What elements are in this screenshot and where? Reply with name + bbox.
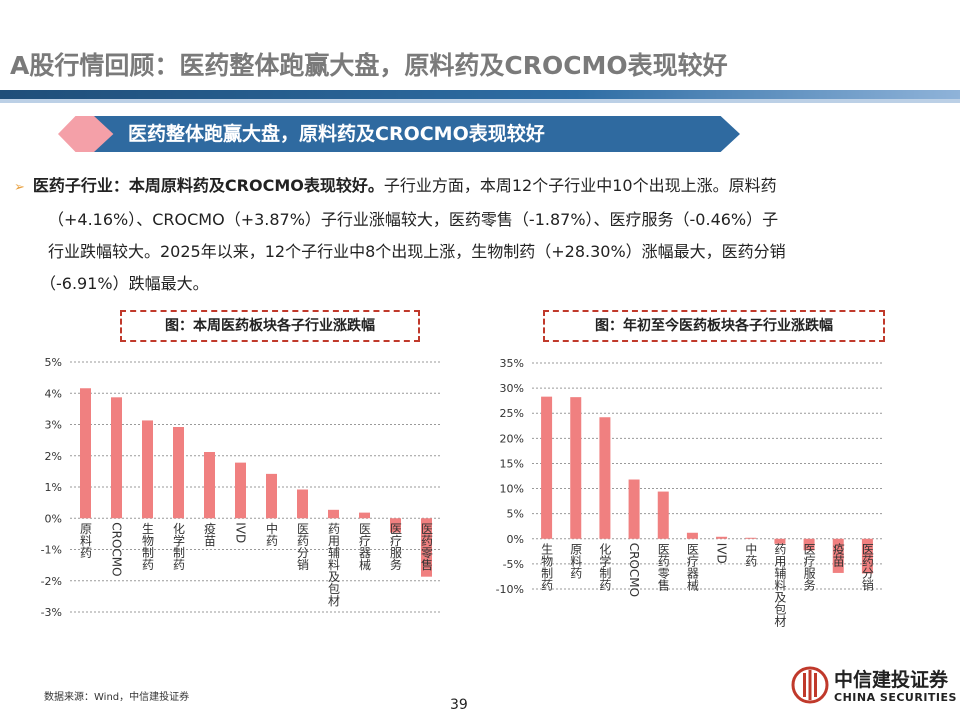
bar — [235, 462, 246, 519]
bar — [173, 427, 184, 519]
x-category-label: CROCMO — [110, 522, 124, 576]
x-category-label: 原料药 — [569, 543, 583, 579]
y-tick-label: 4% — [45, 387, 62, 400]
x-category-label: IVD — [234, 522, 248, 543]
banner-title: 医药整体跑赢大盘，原料药及CROCMO表现较好 — [128, 123, 545, 145]
x-category-label: 医疗器械 — [358, 522, 372, 570]
y-tick-label: 5% — [507, 508, 524, 521]
y-tick-label: 2% — [45, 450, 62, 463]
x-category-label: 医药零售 — [656, 543, 670, 591]
data-source: 数据来源：Wind，中信建投证券 — [44, 692, 190, 703]
x-category-label: 中药 — [265, 521, 279, 546]
page-number: 39 — [450, 697, 468, 713]
y-tick-label: 15% — [500, 457, 524, 470]
bar — [390, 518, 401, 533]
bar — [832, 538, 844, 573]
x-category-label: 化学制药 — [598, 542, 612, 590]
bullet-line-3: 行业跌幅较大。2025年以来，12个子行业中8个出现上涨，生物制药（+28.30… — [48, 242, 786, 261]
chart-right: 35% 30% 25% 20% 15% 10% 5% 0% -5% -10% 生物制药 原料药 化学制药… — [496, 357, 882, 627]
bullet-line-1: ➢ 医药子行业：本周原料药及CROCMO表现较好。子行业方面，本周12个子行业中1… — [14, 170, 934, 204]
bar — [111, 397, 122, 519]
y-tick-label: -10% — [496, 583, 524, 596]
x-category-label: 药用辅料及包材 — [327, 522, 341, 606]
y-tick-label: 25% — [500, 407, 524, 420]
bar — [657, 491, 669, 539]
bar — [803, 538, 815, 551]
bar — [716, 536, 728, 539]
bullet-line1-rest: 子行业方面，本周12个子行业中10个出现上涨。原料药 — [383, 176, 777, 195]
x-category-label: 药用辅料及包材 — [773, 542, 787, 626]
page-title: A股行情回顾：医药整体跑赢大盘，原料药及CROCMO表现较好 — [10, 51, 728, 80]
x-category-label: IVD — [715, 543, 729, 564]
bar — [359, 512, 370, 519]
y-tick-label: 5% — [45, 356, 62, 369]
bullet-line-2: （+4.16%）、CROCMO（+3.87%）子行业涨幅较大，医药零售（-1.8… — [48, 210, 779, 229]
bar — [628, 479, 640, 539]
bar — [541, 396, 553, 539]
x-category-label: 医药分销 — [860, 543, 874, 591]
title-rule-light — [0, 99, 960, 103]
x-category-label: 医疗器械 — [685, 543, 699, 591]
x-category-label: 医疗服务 — [389, 522, 403, 570]
bar — [686, 532, 698, 539]
y-tick-label: 35% — [500, 357, 524, 370]
y-tick-label: 10% — [500, 483, 524, 496]
bar — [266, 473, 277, 519]
bullet-line-4: （-6.91%）跌幅最大。 — [40, 274, 209, 293]
bar — [80, 388, 91, 519]
x-category-label: 原料药 — [79, 522, 93, 558]
bullet-lead: 医药子行业：本周原料药及CROCMO表现较好。 — [32, 176, 384, 195]
y-tick-label: -5% — [503, 558, 524, 571]
y-tick-label: 3% — [45, 419, 62, 432]
y-tick-label: -1% — [41, 544, 62, 557]
chart-left: 5% 4% 3% 2% 1% 0% -1% -2% -3% 原料药 CROCMO 生物制药 化学制药 疫苗… — [41, 356, 442, 619]
x-category-label: 医药分销 — [296, 522, 310, 570]
chart-left-title: 图：本周医药板块各子行业涨跌幅 — [120, 310, 420, 342]
chart-right-title: 图：年初至今医药板块各子行业涨跌幅 — [543, 310, 885, 342]
x-category-label: 医疗服务 — [802, 543, 816, 591]
y-tick-label: 0% — [507, 533, 524, 546]
y-tick-label: 20% — [500, 432, 524, 445]
bar — [142, 420, 153, 519]
y-tick-label: 30% — [500, 382, 524, 395]
bar — [599, 417, 611, 539]
bar — [861, 538, 873, 574]
bar — [328, 509, 339, 519]
y-tick-label: 1% — [45, 481, 62, 494]
bar — [297, 489, 308, 519]
x-category-label: 疫苗 — [203, 521, 217, 546]
y-tick-label: -3% — [41, 606, 62, 619]
y-tick-label: 0% — [45, 512, 62, 525]
x-category-label: 中药 — [744, 541, 758, 566]
title-rule — [0, 90, 960, 99]
logo-emblem-icon — [791, 666, 829, 704]
section-banner — [94, 116, 740, 152]
company-logo: 中信建投证券 CHINA SECURITIES — [790, 663, 956, 715]
bar — [745, 537, 757, 539]
x-category-label: 疫苗 — [831, 541, 845, 566]
x-category-label: CROCMO — [627, 543, 641, 597]
bar — [204, 452, 215, 519]
bar — [774, 538, 786, 544]
bar — [570, 397, 582, 539]
x-category-label: 医药零售 — [420, 522, 434, 570]
y-tick-label: -2% — [41, 575, 62, 588]
x-category-label: 生物制药 — [540, 542, 554, 590]
logo-text-cn: 中信建投证券 — [834, 669, 949, 691]
bullet-arrow-icon: ➢ — [14, 180, 25, 195]
bullet-paragraph: ➢ 医药子行业：本周原料药及CROCMO表现较好。子行业方面，本周12个子行业中1… — [14, 170, 934, 300]
logo-text-en: CHINA SECURITIES — [834, 691, 957, 704]
x-category-label: 化学制药 — [172, 522, 186, 570]
bar — [421, 518, 432, 577]
x-category-label: 生物制药 — [141, 522, 155, 570]
